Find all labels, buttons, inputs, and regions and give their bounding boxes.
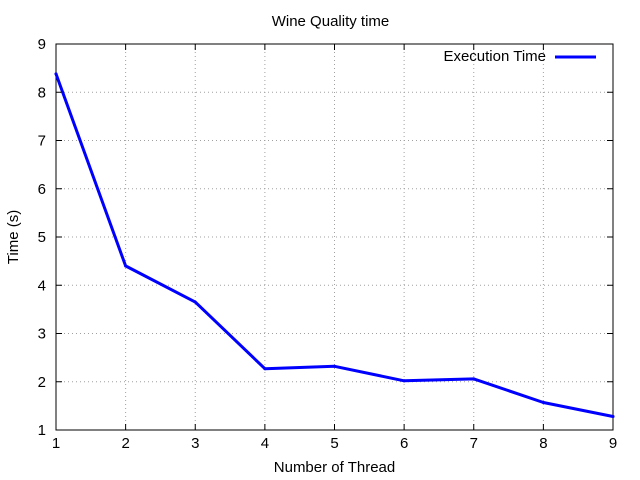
x-tick-label: 2 bbox=[121, 435, 129, 452]
y-tick-label: 9 bbox=[38, 36, 46, 53]
data-point bbox=[54, 72, 58, 76]
y-tick-label: 3 bbox=[38, 326, 46, 343]
data-point bbox=[541, 400, 545, 404]
y-tick-label: 4 bbox=[38, 277, 46, 294]
data-point bbox=[124, 264, 128, 268]
x-tick-label: 8 bbox=[539, 435, 547, 452]
y-tick-label: 2 bbox=[38, 374, 46, 391]
y-tick-label: 5 bbox=[38, 229, 46, 246]
data-point bbox=[263, 367, 267, 371]
x-tick-label: 4 bbox=[261, 435, 269, 452]
series-layer bbox=[54, 72, 615, 418]
x-tick-label: 9 bbox=[609, 435, 617, 452]
chart-title: Wine Quality time bbox=[272, 13, 390, 30]
x-tick-label: 3 bbox=[191, 435, 199, 452]
data-point bbox=[333, 364, 336, 368]
y-tick-label: 7 bbox=[38, 133, 46, 150]
data-point bbox=[193, 300, 197, 304]
y-axis-label: Time (s) bbox=[5, 210, 22, 264]
x-tick-label: 6 bbox=[400, 435, 408, 452]
legend: Execution Time bbox=[443, 48, 596, 65]
y-tick-label: 6 bbox=[38, 181, 46, 198]
data-point bbox=[611, 414, 615, 418]
x-tick-label: 1 bbox=[52, 435, 60, 452]
x-tick-label: 5 bbox=[330, 435, 338, 452]
y-tick-label: 8 bbox=[38, 84, 46, 101]
x-tick-label: 7 bbox=[470, 435, 478, 452]
x-axis-label: Number of Thread bbox=[274, 459, 395, 476]
y-tick-label: 1 bbox=[38, 422, 46, 439]
legend-label-execution-time: Execution Time bbox=[443, 48, 546, 65]
axis-ticks: 1 2 3 4 5 6 7 8 9 1 2 3 4 5 6 7 8 9 bbox=[38, 36, 618, 452]
data-point bbox=[402, 379, 406, 383]
grid bbox=[56, 44, 613, 430]
data-point bbox=[472, 377, 476, 381]
